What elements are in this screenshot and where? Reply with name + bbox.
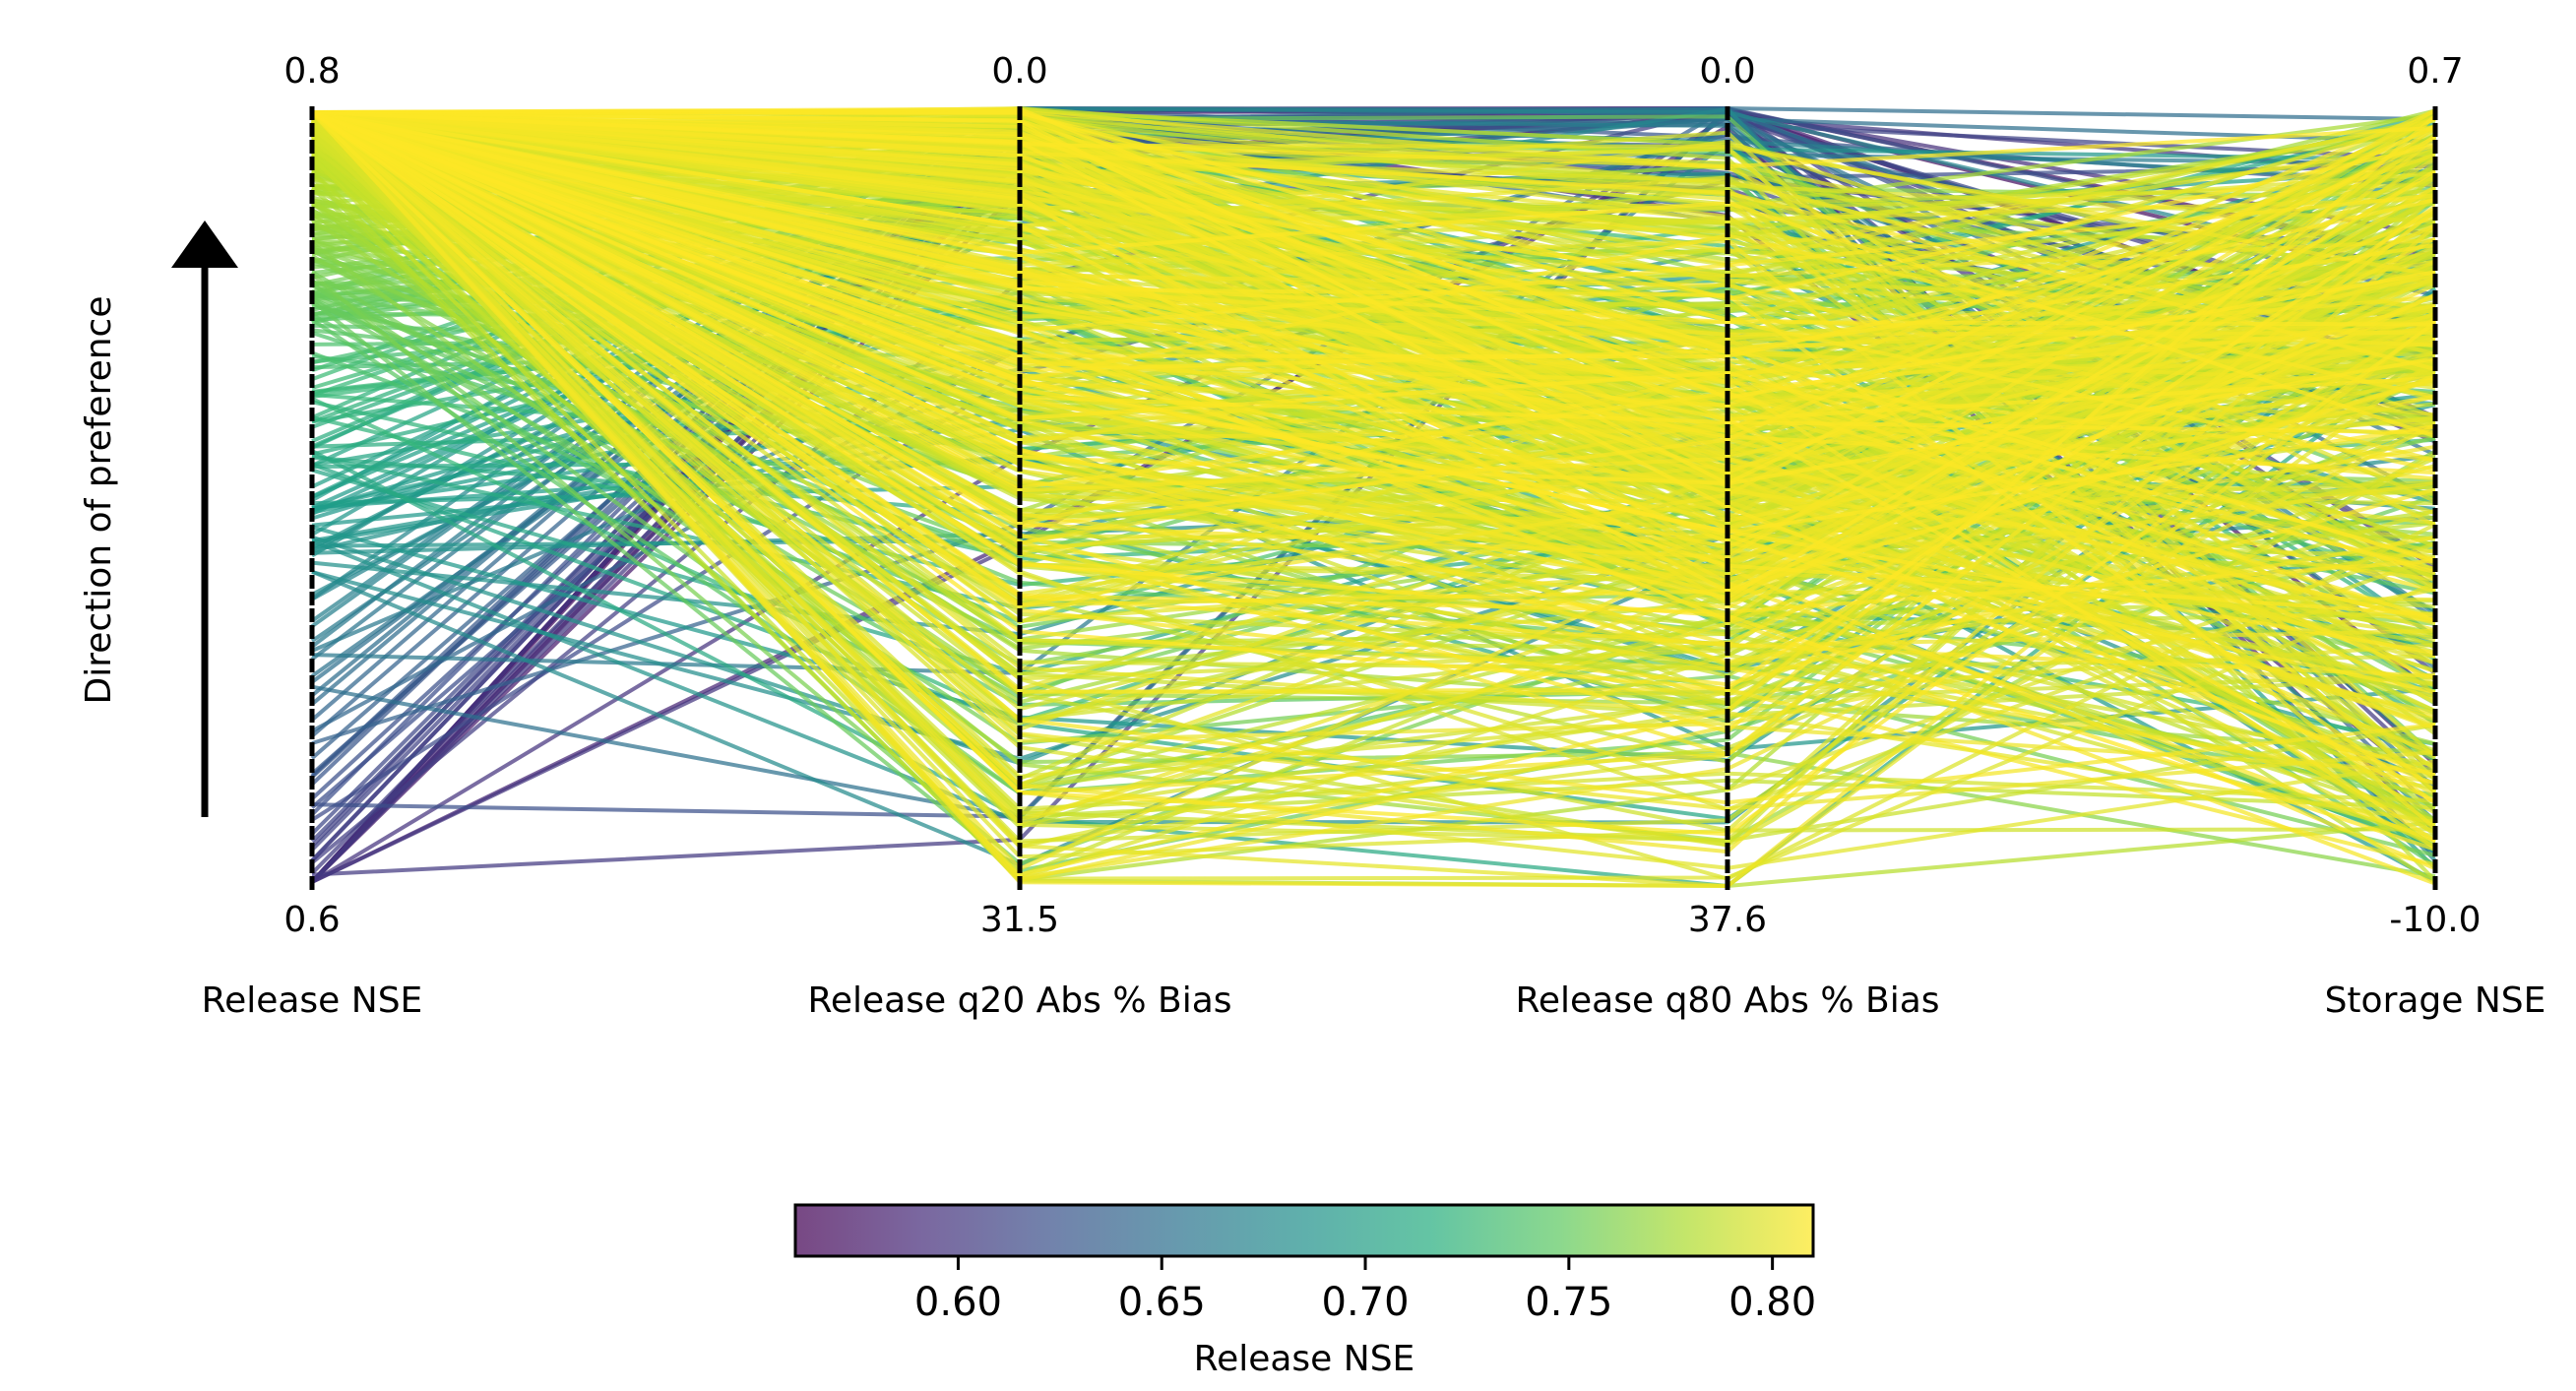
solution-line bbox=[311, 110, 2436, 435]
solution-line bbox=[311, 110, 2436, 422]
solution-line bbox=[311, 106, 2436, 401]
solution-line bbox=[311, 110, 2437, 600]
solution-line bbox=[310, 116, 2437, 859]
solution-line bbox=[310, 110, 2436, 614]
solution-line bbox=[311, 110, 2436, 169]
solution-line bbox=[310, 110, 2436, 826]
axis-bottom-label: 31.5 bbox=[980, 900, 1059, 940]
axis-bottom-label: 0.6 bbox=[283, 900, 340, 940]
colorbar-tick-label: 0.70 bbox=[1322, 1280, 1410, 1325]
axis-top-label: 0.8 bbox=[283, 51, 340, 92]
solution-line bbox=[310, 110, 2436, 607]
solution-line bbox=[311, 110, 2436, 485]
axis-bottom-label: 37.6 bbox=[1688, 900, 1767, 940]
axis-top-label: 0.0 bbox=[991, 51, 1047, 92]
colorbar-gradient bbox=[795, 1205, 1813, 1256]
solution-line bbox=[311, 110, 2436, 438]
solution-line bbox=[310, 116, 2436, 848]
solution-line bbox=[311, 110, 2436, 564]
solution-line bbox=[310, 110, 2436, 530]
solution-line bbox=[311, 110, 2436, 393]
solution-line bbox=[310, 218, 2436, 756]
solution-line bbox=[311, 110, 2436, 486]
solution-line bbox=[311, 110, 2436, 843]
colorbar-tick-label: 0.75 bbox=[1525, 1280, 1612, 1325]
solution-line bbox=[310, 110, 2436, 792]
solution-line bbox=[311, 110, 2436, 371]
solution-line bbox=[310, 110, 2437, 733]
solution-line bbox=[310, 110, 2436, 811]
solution-line bbox=[311, 110, 2436, 694]
solution-line bbox=[310, 110, 2436, 852]
colorbar-tick-label: 0.80 bbox=[1728, 1280, 1816, 1325]
colorbar-frame bbox=[793, 1203, 1815, 1258]
preference-label: Direction of preference bbox=[79, 296, 119, 705]
colorbar-tick-label: 0.60 bbox=[914, 1280, 1002, 1325]
axis-top-label: 0.0 bbox=[1699, 51, 1755, 92]
axis-lines bbox=[309, 106, 2438, 891]
solution-line bbox=[310, 110, 2436, 871]
solution-line bbox=[310, 110, 2437, 691]
axis-name: Storage NSE bbox=[2325, 980, 2546, 1021]
axis-name: Release q20 Abs % Bias bbox=[807, 980, 1231, 1021]
axis-top-label: 0.7 bbox=[2407, 51, 2463, 92]
axis-bottom-label: -10.0 bbox=[2389, 900, 2481, 940]
solution-line bbox=[310, 110, 2436, 805]
colorbar-label: Release NSE bbox=[1194, 1339, 1415, 1379]
axis-name: Release NSE bbox=[202, 980, 423, 1021]
solution-line bbox=[311, 110, 2436, 682]
solution-line bbox=[311, 110, 2436, 575]
axis-labels: 0.8 0.6 Release NSE 0.0 31.5 Release q20… bbox=[202, 51, 2546, 1021]
preference-arrow-head bbox=[171, 221, 238, 268]
solution-line bbox=[310, 110, 2436, 785]
solution-line bbox=[311, 110, 2436, 359]
solution-line bbox=[310, 110, 2437, 888]
colorbar: 0.60 0.65 0.70 0.75 0.80 Release NSE bbox=[793, 1203, 1816, 1379]
axis-name: Release q80 Abs % Bias bbox=[1515, 980, 1939, 1021]
preference-indicator: Direction of preference bbox=[79, 221, 238, 817]
solution-line bbox=[310, 110, 2436, 867]
solution-line bbox=[310, 110, 2437, 888]
colorbar-ticks: 0.60 0.65 0.70 0.75 0.80 bbox=[914, 1256, 1816, 1325]
solution-line bbox=[311, 110, 2436, 334]
solution-line bbox=[310, 110, 2437, 837]
solution-line bbox=[311, 110, 2436, 535]
polyline-group bbox=[310, 106, 2437, 888]
solution-line bbox=[310, 133, 2436, 790]
solution-line bbox=[311, 110, 2436, 778]
colorbar-tick-label: 0.65 bbox=[1118, 1280, 1206, 1325]
solution-line bbox=[311, 110, 2436, 373]
